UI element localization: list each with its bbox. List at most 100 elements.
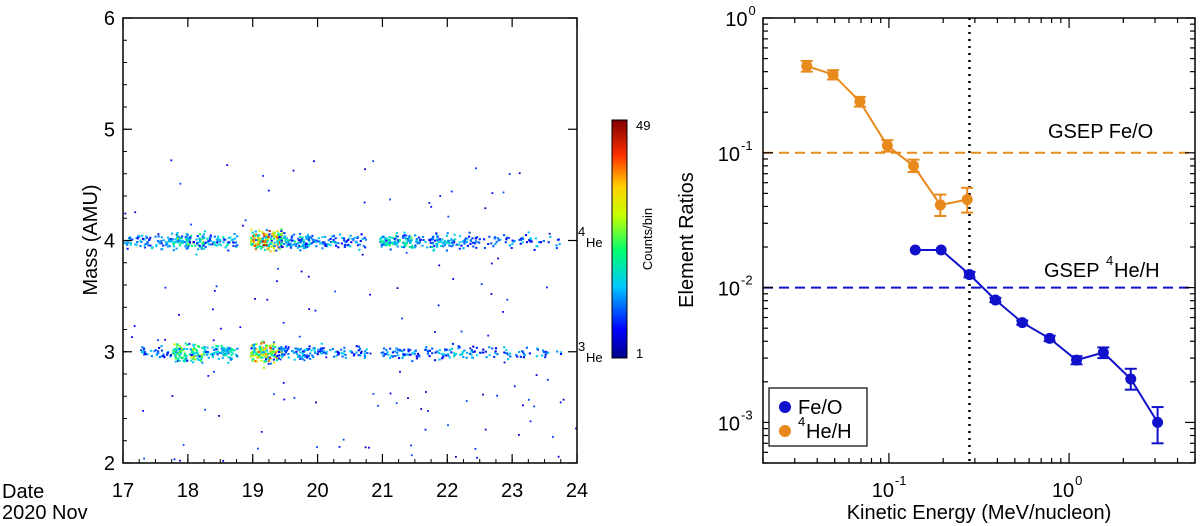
heatmap-point: [472, 345, 475, 348]
heatmap-point: [465, 356, 468, 359]
heatmap-point: [436, 350, 439, 353]
heatmap-point: [352, 354, 355, 357]
heatmap-point: [474, 237, 477, 240]
heatmap-point: [177, 241, 180, 244]
heatmap-point: [154, 349, 157, 352]
heatmap-point: [521, 236, 524, 239]
heatmap-point: [157, 339, 159, 342]
heatmap-point: [170, 238, 173, 241]
heatmap-point: [158, 346, 161, 349]
heatmap-point: [267, 357, 270, 360]
heatmap-point: [505, 349, 508, 352]
heatmap-point: [441, 238, 444, 241]
heatmap-point: [200, 356, 204, 359]
heatmap-point: [250, 352, 253, 355]
heatmap-point: [272, 358, 275, 361]
data-point: [881, 140, 893, 152]
heatmap-point: [264, 233, 267, 236]
heatmap-point: [187, 245, 190, 248]
heatmap-point: [308, 347, 311, 350]
heatmap-point: [256, 360, 259, 363]
heatmap-point: [321, 247, 324, 250]
heatmap-point: [332, 239, 335, 241]
heatmap-point: [203, 350, 206, 353]
heatmap-point: [163, 356, 166, 359]
heatmap-point: [433, 239, 436, 242]
heatmap-point: [442, 245, 445, 248]
heatmap-point: [488, 346, 491, 349]
heatmap-point: [249, 355, 252, 358]
heatmap-point: [387, 243, 390, 246]
heatmap-point: [264, 353, 267, 356]
heatmap-point: [461, 240, 464, 243]
heatmap-point: [226, 243, 230, 246]
heatmap-point: [450, 351, 453, 354]
heatmap-point: [234, 237, 237, 240]
heatmap-point: [255, 343, 258, 346]
heatmap-point: [196, 242, 199, 245]
heatmap-point: [216, 244, 219, 247]
heatmap-point: [142, 348, 146, 351]
heatmap-point: [216, 239, 219, 242]
heatmap-point: [389, 392, 392, 395]
heatmap-point: [263, 353, 266, 355]
heatmap-point: [453, 233, 456, 236]
heatmap-point: [196, 354, 199, 357]
heatmap-point: [176, 343, 179, 346]
species-3he-sup: 3: [578, 339, 585, 354]
heatmap-point: [490, 242, 493, 245]
heatmap-point: [382, 235, 385, 238]
heatmap-point: [250, 240, 253, 242]
heatmap-point: [284, 345, 288, 348]
heatmap-point: [262, 349, 265, 351]
right-y-tick-label: 10 -3: [718, 407, 753, 435]
heatmap-point: [364, 238, 367, 241]
heatmap-point: [431, 246, 434, 249]
heatmap-point: [537, 241, 541, 244]
heatmap-point: [196, 357, 199, 360]
heatmap-point: [197, 359, 200, 362]
heatmap-point: [226, 346, 229, 349]
heatmap-point: [310, 349, 313, 352]
heatmap-point: [263, 347, 267, 350]
heatmap-points: [123, 159, 577, 462]
heatmap-point: [395, 402, 398, 404]
heatmap-point: [332, 234, 335, 237]
heatmap-point: [131, 336, 133, 338]
heatmap-point: [299, 347, 303, 350]
heatmap-point: [234, 241, 237, 244]
heatmap-point: [369, 352, 372, 355]
heatmap-point: [127, 241, 130, 244]
data-point: [961, 194, 973, 206]
heatmap-point: [417, 241, 420, 244]
heatmap-point: [250, 244, 253, 246]
heatmap-point: [173, 458, 176, 461]
heatmap-point: [448, 349, 452, 352]
heatmap-point: [403, 234, 406, 237]
heatmap-point: [195, 238, 198, 241]
heatmap-point: [172, 349, 175, 352]
heatmap-point: [446, 348, 449, 351]
heatmap-point: [447, 354, 450, 357]
heatmap-point: [149, 236, 152, 239]
heatmap-point: [161, 247, 164, 250]
ref-he-post: He/H: [1114, 260, 1160, 282]
heatmap-point: [253, 354, 256, 357]
heatmap-point: [269, 344, 272, 347]
heatmap-point: [386, 351, 389, 354]
heatmap-point: [519, 355, 522, 358]
heatmap-point: [280, 233, 283, 235]
heatmap-point: [478, 238, 481, 241]
heatmap-point: [473, 350, 476, 353]
heatmap-point: [438, 264, 441, 267]
heatmap-point: [284, 350, 287, 352]
heatmap-point: [322, 350, 325, 353]
heatmap-point: [265, 358, 268, 361]
heatmap-point: [283, 348, 286, 351]
heatmap-point: [410, 239, 413, 242]
heatmap-point: [409, 353, 412, 356]
heatmap-point: [364, 168, 366, 171]
heatmap-point: [269, 350, 272, 353]
heatmap-point: [143, 244, 146, 247]
heatmap-point: [273, 393, 275, 396]
